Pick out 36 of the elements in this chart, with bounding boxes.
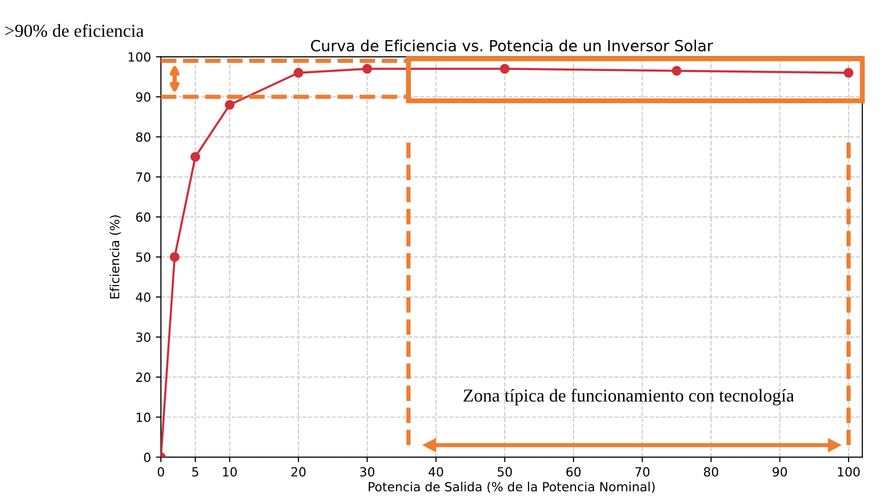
point <box>672 66 682 76</box>
y-tick-label: 100 <box>128 52 150 62</box>
y-tick-label: 90 <box>136 92 150 102</box>
x-tick-label: 90 <box>772 467 787 477</box>
y-tick-label: 10 <box>136 412 150 422</box>
point <box>224 100 235 110</box>
x-tick-label: 40 <box>428 467 444 477</box>
y-axis-title: Eficiencia (%) <box>110 215 121 298</box>
x-tick-label: 5 <box>192 467 198 477</box>
y-tick-label: 70 <box>136 172 150 182</box>
y-tick-label: 30 <box>136 332 150 342</box>
point <box>170 252 180 262</box>
y-tick-label: 60 <box>136 212 150 222</box>
y-tick-label: 0 <box>144 452 150 462</box>
x-tick-label: 20 <box>291 467 306 477</box>
point <box>500 64 510 74</box>
point <box>190 152 200 162</box>
y-tick-label: 20 <box>136 372 150 382</box>
y-tick-label: 80 <box>136 132 150 142</box>
x-tick-label: 70 <box>635 467 650 477</box>
point <box>294 68 304 78</box>
point <box>362 64 372 74</box>
x-tick-label: 50 <box>498 467 512 477</box>
y-tick-label: 50 <box>136 252 150 262</box>
x-tick-label: 0 <box>158 467 164 477</box>
x-tick-label: 100 <box>838 467 860 477</box>
annotation: Zona típica de funcionamiento con tecnología <box>464 388 794 406</box>
chart-title: Curva de Eficiencia vs. Potencia de un Inversor Solar <box>311 40 714 52</box>
y-tick-label: 40 <box>136 292 150 302</box>
point <box>844 68 854 78</box>
x-axis-title: Potencia de Salida (% de la Potencia Nominal) <box>368 482 655 493</box>
x-tick-label: 80 <box>704 467 718 477</box>
x-tick-label: 30 <box>360 467 374 477</box>
x-tick-label: 10 <box>223 467 237 477</box>
text: >90% de eficiencia <box>5 24 144 37</box>
x-tick-label: 60 <box>566 467 581 477</box>
